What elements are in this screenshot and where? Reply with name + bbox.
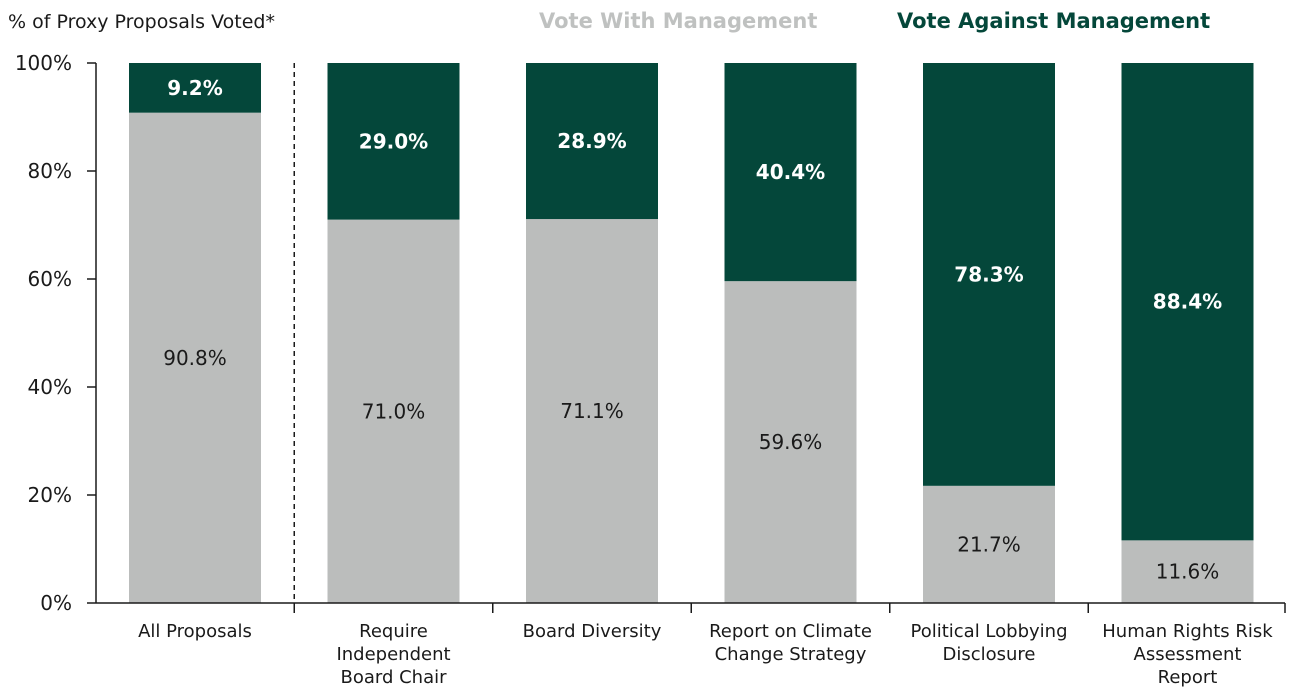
data-label-with-5: 11.6%	[1156, 560, 1220, 584]
data-label-with-2: 71.1%	[560, 399, 624, 423]
data-label-with-3: 59.6%	[759, 430, 823, 454]
x-tick-label-line: Independent	[336, 644, 450, 665]
legend-vote-against-management: Vote Against Management	[897, 9, 1210, 33]
x-tick-label-line: Assessment	[1134, 644, 1242, 665]
x-tick-label-line: Political Lobbying	[911, 621, 1068, 642]
bar-with-management-5	[1121, 540, 1254, 603]
bar-with-management-1	[327, 219, 460, 603]
x-tick-label-line: All Proposals	[138, 621, 252, 642]
bar-with-management-2	[526, 219, 658, 603]
bar-with-management-0	[129, 112, 261, 604]
x-tick-label-4: Political Lobbying Disclosure	[911, 621, 1068, 665]
x-tick-label-2: Board Diversity	[523, 621, 662, 642]
y-tick-label-2: 40%	[28, 375, 72, 399]
y-tick-label-3: 60%	[28, 267, 72, 291]
x-tick-label-0: All Proposals	[138, 621, 252, 642]
x-tick-label-line: Report on Climate	[709, 621, 872, 642]
bar-against-management-1	[327, 63, 460, 220]
data-label-against-0: 9.2%	[167, 76, 222, 100]
y-tick-label-1: 20%	[28, 483, 72, 507]
x-tick-label-1: Require Independent Board Chair	[336, 621, 450, 688]
data-label-against-4: 78.3%	[954, 262, 1023, 286]
x-tick-label-line: Human Rights Risk	[1102, 621, 1273, 642]
x-tick-label-line: Board Chair	[340, 667, 447, 688]
x-tick-label-3: Report on Climate Change Strategy	[709, 621, 872, 665]
bar-against-management-2	[526, 63, 658, 220]
bar-against-management-4	[923, 63, 1055, 486]
axes-group: All Proposals Require Independent Board Cha…	[15, 51, 1286, 688]
data-label-against-2: 28.9%	[557, 129, 626, 153]
data-label-with-1: 71.0%	[362, 399, 426, 423]
bar-against-management-3	[724, 63, 857, 282]
y-tick-label-0: 0%	[40, 591, 72, 615]
y-axis-label: % of Proxy Proposals Voted*	[8, 11, 275, 33]
bars-group: 90.8% 9.2% 71.0% 29.0% 71.1% 28.9% 59.6% 40.4% 2…	[129, 63, 1254, 604]
x-tick-label-line: Require	[359, 621, 428, 642]
data-label-with-4: 21.7%	[957, 532, 1021, 556]
x-tick-label-line: Board Diversity	[523, 621, 662, 642]
bar-with-management-3	[724, 281, 857, 603]
data-label-with-0: 90.8%	[163, 346, 227, 370]
data-label-against-3: 40.4%	[756, 160, 825, 184]
bar-against-management-5	[1121, 63, 1254, 541]
x-tick-label-line: Change Strategy	[715, 644, 867, 665]
x-tick-label-5: Human Rights Risk Assessment Report	[1102, 621, 1273, 688]
y-tick-label-5: 100%	[15, 51, 72, 75]
data-label-against-5: 88.4%	[1153, 290, 1222, 314]
bar-with-management-4	[923, 485, 1055, 603]
x-tick-label-line: Disclosure	[942, 644, 1035, 665]
bar-against-management-0	[129, 63, 261, 113]
x-tick-label-line: Report	[1158, 667, 1218, 688]
data-label-against-1: 29.0%	[359, 129, 428, 153]
legend-vote-with-management: Vote With Management	[539, 9, 817, 33]
y-tick-label-4: 80%	[28, 159, 72, 183]
